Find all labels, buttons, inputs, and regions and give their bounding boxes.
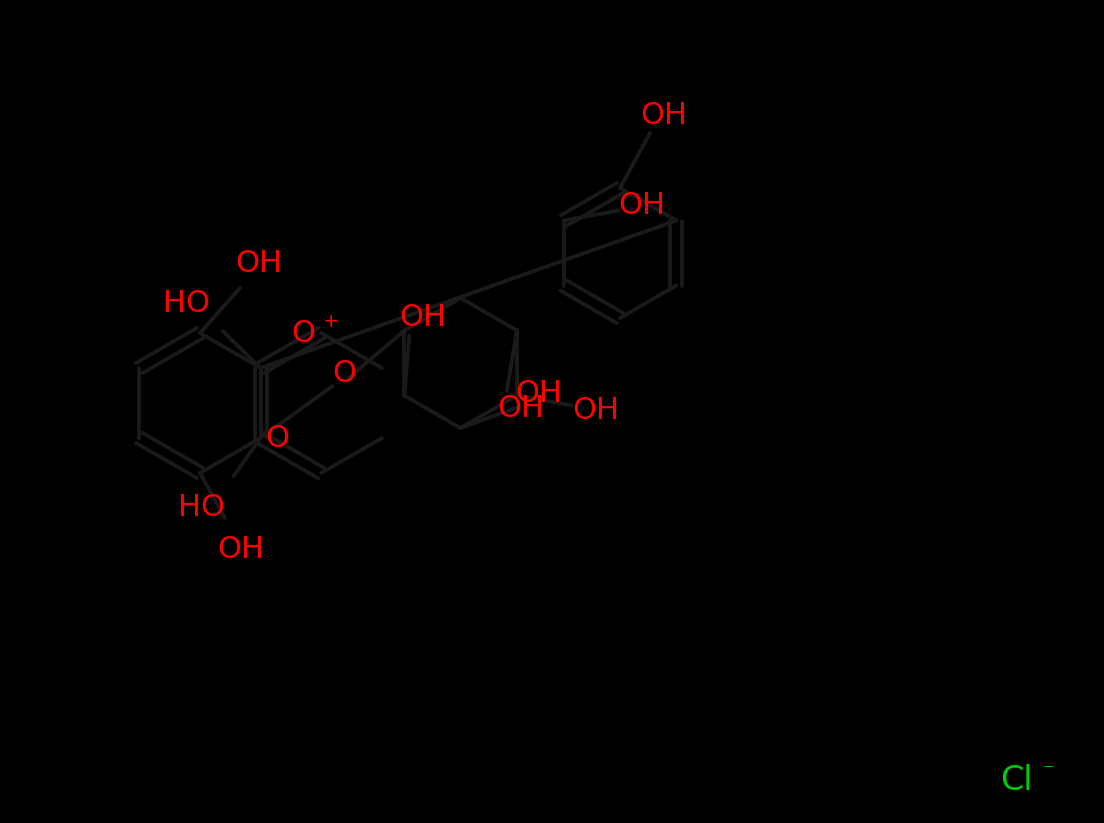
Text: O: O <box>266 424 289 453</box>
Text: O: O <box>291 319 316 347</box>
Text: OH: OH <box>640 100 687 129</box>
Text: HO: HO <box>178 494 224 523</box>
Text: OH: OH <box>497 394 544 423</box>
Text: HO: HO <box>162 289 210 318</box>
Text: Cl: Cl <box>1000 765 1032 797</box>
Text: +: + <box>323 311 340 331</box>
Text: O: O <box>332 359 357 388</box>
Text: OH: OH <box>572 396 619 425</box>
Text: OH: OH <box>400 303 446 332</box>
Text: OH: OH <box>235 249 282 277</box>
Text: ⁻: ⁻ <box>1042 761 1053 781</box>
Text: OH: OH <box>217 536 264 565</box>
Text: OH: OH <box>516 379 563 407</box>
Text: OH: OH <box>618 191 666 220</box>
